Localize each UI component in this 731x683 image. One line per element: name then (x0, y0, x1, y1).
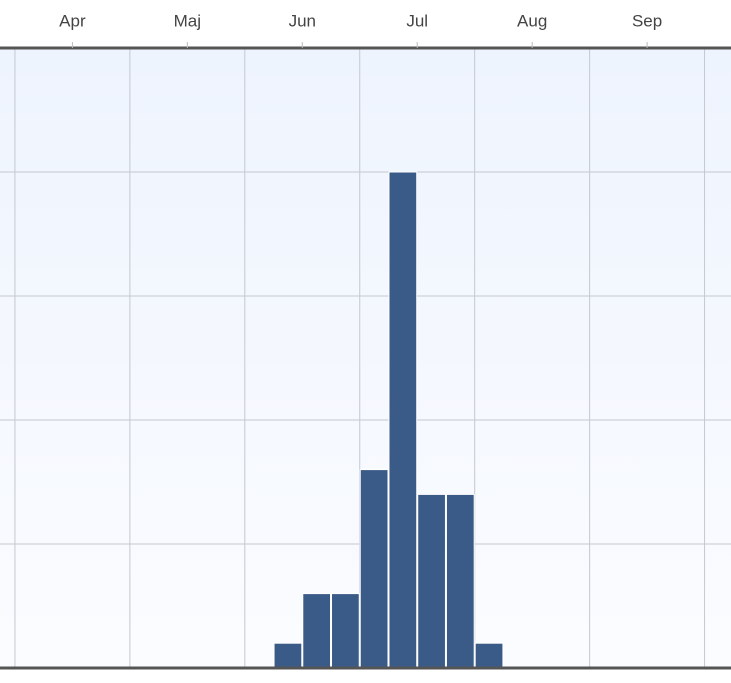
bar (273, 642, 303, 669)
bar (445, 493, 475, 669)
x-tick-label: Jul (406, 11, 428, 30)
bar (474, 642, 504, 669)
x-tick-label: Aug (517, 11, 547, 30)
x-tick-label: Apr (59, 11, 86, 30)
bar (302, 593, 332, 669)
bar (359, 469, 389, 669)
x-tick-label: Jun (289, 11, 316, 30)
bar (331, 593, 360, 669)
bar (388, 171, 418, 669)
bar (417, 493, 446, 669)
x-tick-label: Sep (632, 11, 662, 30)
x-tick-label: Maj (174, 11, 201, 30)
